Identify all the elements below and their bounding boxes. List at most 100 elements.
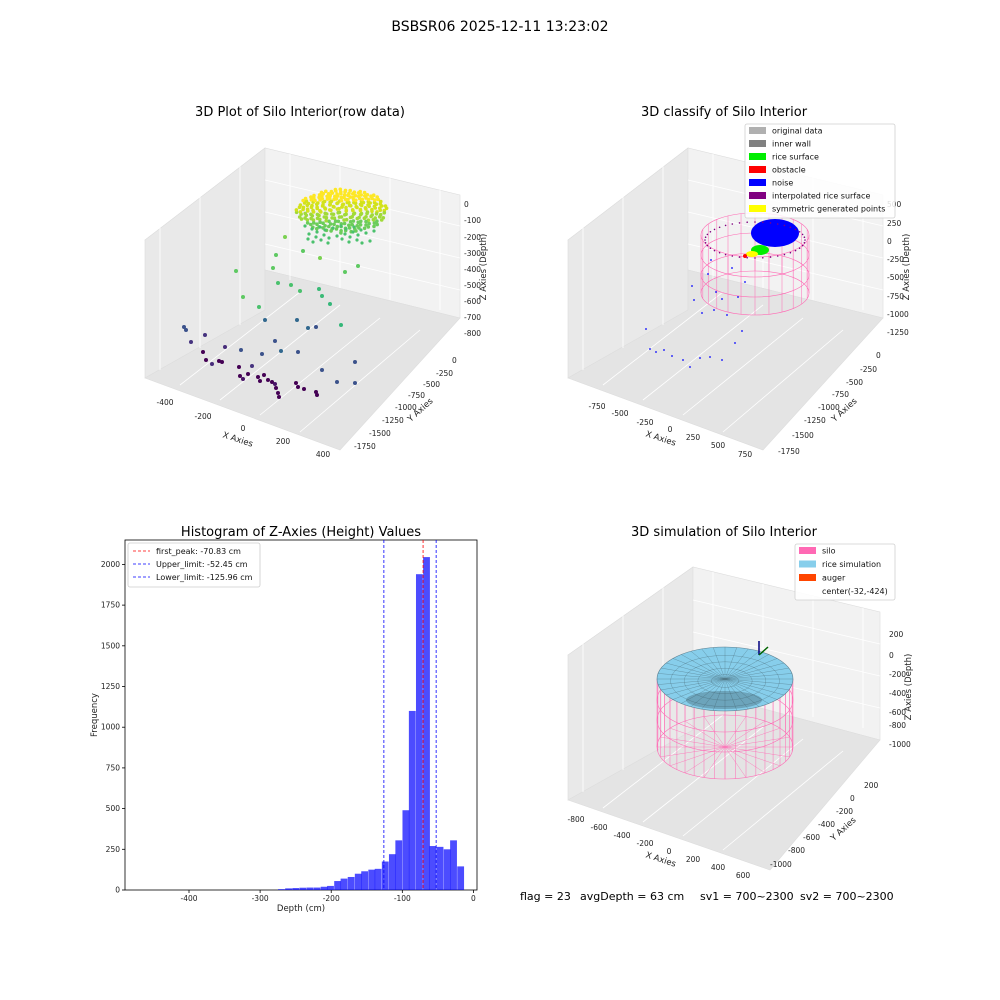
raw-surface-point (372, 229, 376, 233)
classify-legend-swatch (749, 179, 766, 186)
histogram-y-tick-label: 1000 (101, 723, 120, 732)
3d-grid-line (179, 291, 301, 386)
raw-data-point (266, 378, 270, 382)
raw-data-point (283, 235, 287, 239)
raw-y-tick: -500 (423, 380, 440, 389)
raw-surface-point (333, 219, 338, 223)
raw-surface-point (311, 208, 315, 213)
raw-surface-point (312, 193, 316, 198)
raw-data-point (201, 350, 205, 354)
simulation-z-tick: -1000 (889, 740, 911, 749)
raw-data-point (204, 358, 208, 362)
simulation-z-tick: -400 (889, 689, 906, 698)
raw-x-tick: -200 (194, 412, 211, 421)
raw-surface-point (341, 202, 346, 207)
histogram-bar (368, 869, 376, 890)
noise-point (691, 285, 693, 287)
noise-point (715, 291, 717, 293)
raw-surface-point (350, 222, 355, 227)
classify-legend-swatch (749, 166, 766, 173)
raw-data-point (263, 318, 267, 322)
raw-surface-point (309, 212, 313, 217)
histogram-bar (381, 861, 389, 890)
raw-x-label: X Axies (221, 430, 254, 449)
interpolated-point (803, 236, 806, 238)
raw-surface-point (371, 193, 376, 197)
classify-x-tick: -250 (636, 418, 653, 427)
raw-surface-point (337, 215, 342, 219)
raw-data-point (296, 350, 300, 354)
histogram-bar (327, 885, 334, 890)
interpolated-point (746, 257, 748, 259)
interpolated-point (776, 223, 779, 225)
raw-y-tick: -250 (436, 369, 453, 378)
raw-surface-point (315, 212, 320, 217)
raw-x-ticks: -400 -200 0 200 400 (156, 398, 330, 459)
raw-surface-point (344, 209, 349, 213)
raw-surface-point (339, 198, 344, 203)
raw-surface-point (328, 208, 332, 212)
raw-surface-point (368, 239, 372, 243)
histogram-x-label: Depth (cm) (277, 904, 325, 914)
figure-footer: flag = 23 avgDepth = 63 cm sv1 = 700~230… (520, 890, 894, 903)
raw-surface-point (347, 240, 351, 244)
raw-data-point (257, 305, 261, 309)
classify-legend-swatch (749, 140, 766, 147)
raw-data-point (353, 360, 357, 364)
raw-surface-point (355, 238, 359, 242)
raw-3d-point-cloud (182, 187, 389, 399)
histogram-bar (361, 871, 369, 890)
raw-surface-point (305, 221, 310, 225)
raw-y-ticks: 0 -250 -500 -750 -1000 -1250 -1500 -1750 (354, 356, 457, 451)
raw-surface-point (375, 195, 380, 199)
classify-y-ticks: 0 -250 -500 -750 -1000 -1250 -1500 -1750 (778, 351, 881, 456)
3d-grid-line (722, 329, 844, 433)
panel-raw-title: 3D Plot of Silo Interior(row data) (195, 105, 405, 120)
noise-point (689, 366, 691, 368)
raw-data-point (220, 360, 224, 364)
histogram-bar (402, 810, 410, 890)
interpolated-point (794, 249, 797, 252)
raw-data-point (279, 349, 283, 353)
raw-surface-point (315, 230, 319, 234)
interpolated-point (724, 224, 727, 227)
raw-x-tick: 0 (241, 424, 246, 433)
raw-y-tick: -1750 (354, 442, 376, 451)
interpolated-point (789, 251, 792, 254)
raw-surface-point (336, 201, 340, 205)
raw-data-point (306, 326, 310, 330)
interpolated-point (746, 221, 748, 223)
raw-surface-point (366, 197, 371, 202)
raw-surface-point (358, 208, 363, 213)
raw-surface-point (335, 224, 340, 229)
panel-classify-3d: 3D classify of Silo Interior -750 -500 -… (567, 105, 912, 459)
noise-point (701, 312, 703, 314)
interpolated-point (713, 228, 716, 231)
raw-surface-point (379, 199, 383, 204)
raw-surface-point (321, 221, 325, 225)
raw-surface-point (322, 233, 326, 237)
raw-surface-point (322, 199, 327, 204)
raw-surface-point (351, 195, 355, 200)
raw-data-point (189, 340, 193, 344)
raw-surface-point (377, 215, 382, 219)
raw-surface-point (309, 216, 313, 221)
raw-surface-point (323, 206, 327, 210)
noise-point (707, 273, 709, 275)
raw-surface-point (329, 199, 334, 204)
raw-3d-axes-box (144, 147, 461, 451)
3d-grid-line (602, 291, 724, 386)
raw-surface-point (343, 232, 347, 236)
raw-surface-point (305, 207, 310, 211)
panel-histogram: Histogram of Z-Axies (Height) Values -40… (90, 525, 478, 914)
raw-surface-point (351, 208, 355, 213)
raw-surface-point (384, 206, 389, 211)
histogram-bar (457, 866, 465, 890)
simulation-legend-label: silo (822, 547, 836, 556)
raw-surface-point (303, 216, 307, 220)
histogram-legend-box (127, 542, 261, 588)
raw-surface-point (348, 220, 353, 224)
raw-surface-point (327, 224, 331, 229)
interpolated-point (801, 233, 804, 236)
interpolated-point (794, 228, 797, 231)
